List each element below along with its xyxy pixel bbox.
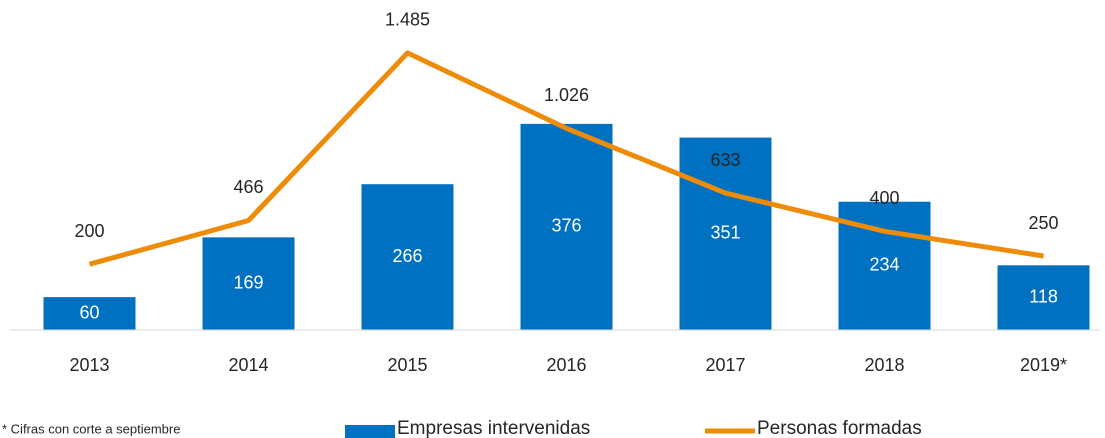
bar-value-label: 118	[1029, 286, 1058, 306]
bar	[43, 297, 136, 330]
bar	[997, 265, 1090, 330]
line	[88, 50, 1044, 267]
line-value-label: 1.026	[544, 85, 589, 105]
legend-label: Personas formadas	[757, 418, 922, 438]
line-value-label: 400	[869, 188, 899, 208]
bar-value-label: 266	[392, 246, 422, 266]
bar	[679, 137, 772, 330]
x-tick-label: 2014	[228, 355, 268, 375]
x-tick-label: 2015	[387, 355, 427, 375]
line-value-label: 200	[74, 221, 104, 241]
x-tick-label: 2018	[864, 355, 904, 375]
line-value-label: 633	[710, 150, 740, 170]
bar-value-label: 376	[551, 216, 581, 236]
bar-value-label: 60	[79, 302, 99, 322]
bar-value-label: 234	[869, 255, 899, 275]
x-tick-label: 2016	[546, 355, 586, 375]
footnote: * Cifras con corte a septiembre	[2, 421, 180, 436]
line-value-label: 1.485	[385, 10, 430, 30]
legend-label: Empresas intervenidas	[397, 418, 590, 438]
x-tick-label: 2013	[69, 355, 109, 375]
line-value-label: 466	[233, 177, 263, 197]
bar	[202, 237, 295, 330]
bar	[520, 123, 613, 330]
bar-value-label: 169	[233, 272, 263, 292]
x-tick-label: 2019*	[1020, 355, 1067, 375]
bar	[361, 184, 454, 330]
line-value-label: 250	[1028, 213, 1058, 233]
legend-swatch	[345, 425, 395, 438]
x-tick-label: 2017	[705, 355, 745, 375]
bar-value-label: 351	[710, 223, 740, 243]
